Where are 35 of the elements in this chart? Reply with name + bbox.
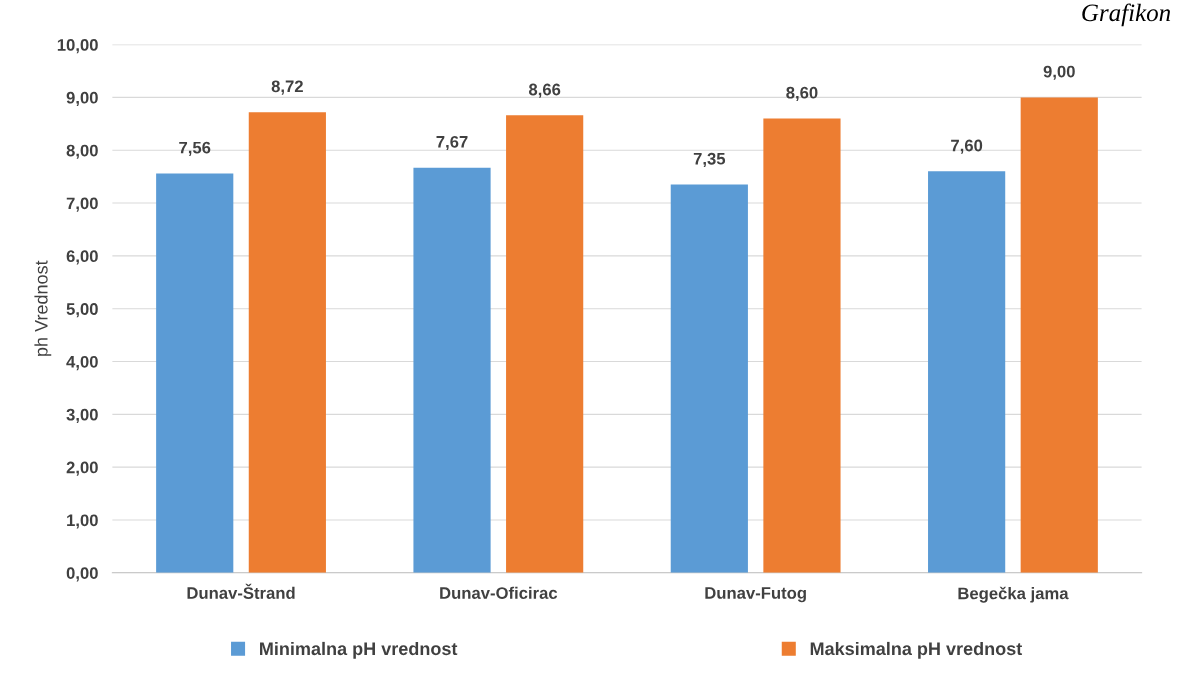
legend-label: Maksimalna pH vrednost (810, 641, 1023, 659)
bar (506, 115, 584, 573)
y-tick-label: 6,00 (66, 250, 98, 265)
y-tick-label: 8,00 (66, 144, 98, 159)
bar (156, 173, 234, 573)
data-label: 7,56 (179, 141, 211, 156)
bar (670, 184, 748, 573)
data-label: 7,67 (436, 135, 468, 151)
bar (928, 171, 1006, 573)
y-tick-label: 2,00 (66, 461, 98, 476)
x-tick-label: Dunav-Futog (705, 587, 806, 603)
y-tick-label: 3,00 (66, 408, 98, 423)
bar (413, 167, 491, 573)
x-tick-label: Dunav-Štrand (187, 583, 295, 599)
data-label: 8,66 (528, 83, 561, 98)
y-axis-title: ph Vrednost (34, 260, 52, 356)
data-label: 9,00 (1043, 65, 1075, 80)
y-tick-label: 1,00 (67, 514, 98, 529)
bar (1020, 97, 1098, 573)
text: Grafikon (1082, 3, 1171, 27)
bar (248, 112, 326, 573)
x-tick-label: Begečka jama (958, 586, 1069, 603)
y-tick-label: 10,00 (57, 38, 98, 54)
x-tick-label: Dunav-Oficirac (440, 586, 558, 599)
data-label: 8,60 (786, 86, 818, 101)
bar (763, 118, 841, 573)
data-label: 7,60 (951, 139, 983, 154)
y-tick-label: 9,00 (66, 91, 98, 107)
y-tick-label: 0,00 (66, 567, 98, 582)
data-label: 8,72 (271, 80, 303, 95)
y-tick-label: 7,00 (66, 197, 98, 212)
legend-label: Minimalna pH vrednost (260, 641, 458, 659)
y-tick-label: 5,00 (66, 303, 98, 318)
y-tick-label: 4,00 (66, 355, 98, 371)
data-label: 7,35 (693, 152, 726, 168)
